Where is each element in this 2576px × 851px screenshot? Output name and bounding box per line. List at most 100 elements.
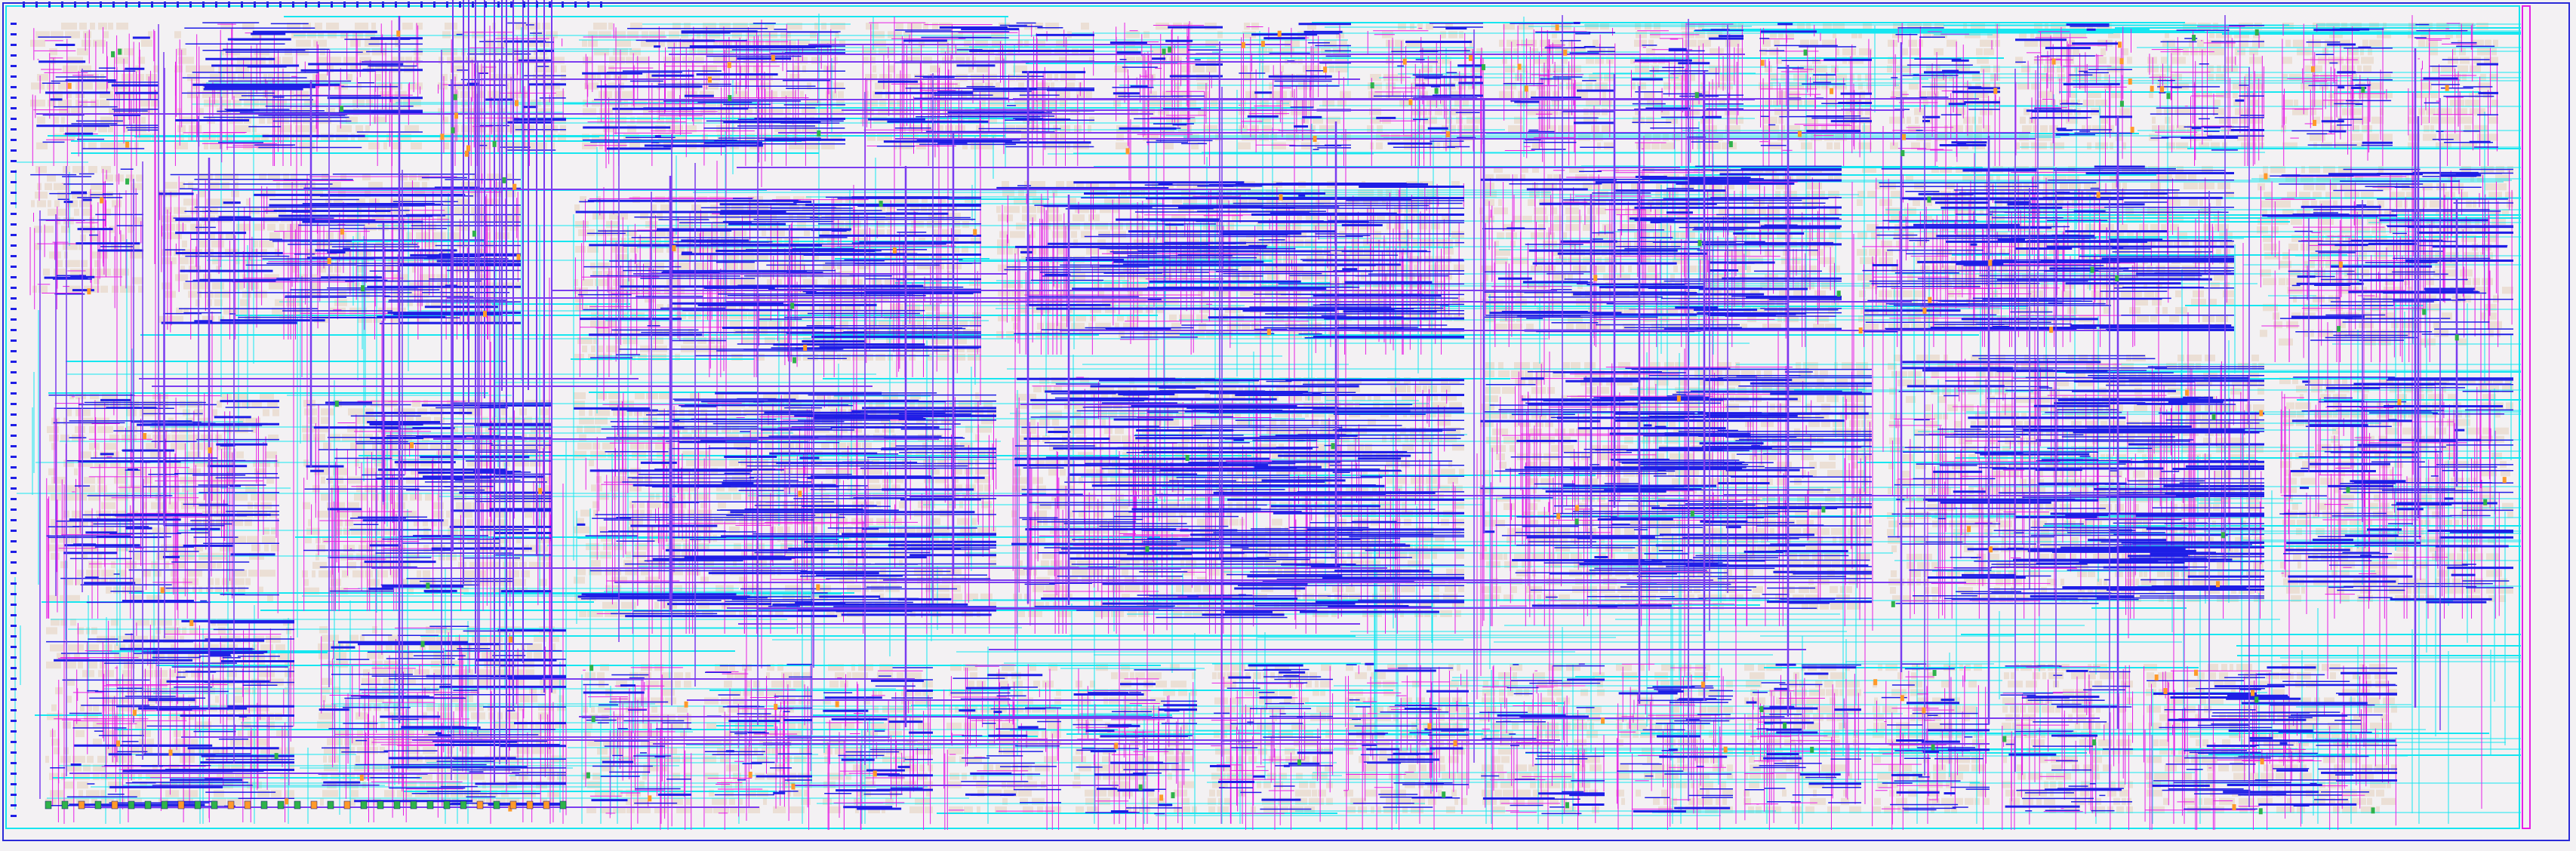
standard-cell	[2174, 82, 2189, 90]
standard-cell	[854, 534, 863, 542]
standard-cell	[1857, 191, 1865, 198]
standard-cell	[1559, 82, 1563, 90]
standard-cell	[2258, 134, 2264, 141]
standard-cell	[2330, 125, 2344, 133]
standard-cell	[2176, 142, 2188, 149]
standard-cell	[1262, 125, 1272, 133]
standard-cell	[1540, 125, 1556, 133]
standard-cell	[900, 125, 906, 133]
standard-cell	[162, 249, 172, 257]
standard-cell	[1220, 386, 1236, 393]
standard-cell	[114, 116, 125, 124]
standard-cell	[1614, 166, 1619, 173]
standard-cell	[1374, 394, 1380, 401]
standard-cell	[1339, 214, 1348, 222]
standard-cell	[331, 579, 341, 586]
standard-cell	[252, 125, 257, 133]
standard-cell	[72, 510, 82, 518]
standard-cell	[2071, 91, 2077, 98]
standard-cell	[214, 290, 230, 298]
standard-cell	[685, 91, 697, 98]
standard-cell	[2040, 125, 2048, 133]
standard-cell	[1773, 100, 1785, 107]
standard-cell	[2131, 266, 2144, 272]
standard-cell	[1679, 65, 1682, 72]
standard-cell	[189, 493, 193, 501]
standard-cell	[800, 484, 810, 492]
standard-cell	[743, 409, 757, 416]
standard-cell	[1648, 249, 1659, 256]
standard-cell	[296, 39, 311, 47]
standard-cell	[1583, 116, 1597, 124]
standard-cell	[1245, 386, 1258, 393]
standard-cell	[2310, 134, 2325, 141]
standard-cell	[2216, 315, 2228, 322]
standard-cell	[1265, 264, 1277, 272]
standard-cell	[733, 560, 737, 567]
standard-cell	[497, 519, 508, 527]
standard-cell	[1828, 174, 1833, 181]
standard-cell	[416, 442, 428, 450]
standard-cell	[230, 536, 246, 543]
standard-cell	[869, 57, 876, 64]
standard-cell	[1996, 174, 2000, 181]
standard-cell	[1211, 419, 1217, 426]
standard-cell	[1583, 183, 1593, 189]
standard-cell	[965, 484, 976, 492]
standard-cell	[757, 134, 771, 141]
standard-cell	[1833, 31, 1836, 38]
standard-cell	[2171, 57, 2186, 64]
standard-cell	[1554, 216, 1562, 223]
standard-cell	[909, 82, 919, 90]
standard-cell	[1862, 282, 1878, 289]
standard-cell	[1354, 289, 1368, 296]
standard-cell	[745, 601, 760, 609]
standard-cell	[389, 82, 402, 90]
standard-cell	[2254, 23, 2262, 30]
standard-cell	[352, 31, 363, 38]
standard-cell	[1313, 65, 1321, 72]
standard-cell	[1164, 419, 1179, 426]
standard-cell	[1499, 39, 1504, 47]
standard-cell	[1976, 174, 1985, 181]
standard-cell	[85, 510, 92, 518]
standard-cell	[1436, 65, 1440, 72]
standard-cell	[972, 57, 976, 64]
standard-cell	[176, 443, 186, 450]
standard-cell	[432, 232, 446, 239]
standard-cell	[1741, 324, 1747, 330]
standard-cell	[1647, 100, 1662, 107]
standard-cell	[51, 527, 56, 535]
standard-cell	[535, 416, 549, 424]
standard-cell	[1335, 57, 1348, 64]
standard-cell	[615, 116, 626, 124]
standard-cell	[1037, 322, 1044, 330]
standard-cell	[423, 570, 430, 578]
standard-cell	[1800, 65, 1812, 72]
standard-cell	[101, 570, 115, 577]
standard-cell	[1027, 394, 1036, 401]
standard-cell	[975, 468, 989, 475]
standard-cell	[910, 204, 919, 211]
standard-cell	[354, 493, 368, 501]
standard-cell	[1971, 23, 1985, 30]
standard-cell	[405, 125, 419, 133]
standard-cell	[493, 536, 509, 544]
standard-cell	[1408, 198, 1419, 205]
standard-cell	[783, 442, 794, 450]
standard-cell	[231, 519, 243, 527]
standard-cell	[2404, 278, 2410, 285]
standard-cell	[940, 296, 951, 303]
standard-cell	[1923, 23, 1931, 30]
standard-cell	[1980, 65, 1990, 72]
standard-cell	[245, 417, 260, 425]
standard-cell	[1597, 307, 1602, 314]
standard-cell	[646, 392, 658, 400]
standard-cell	[2485, 183, 2496, 191]
standard-cell	[430, 442, 444, 450]
standard-cell	[395, 39, 400, 47]
standard-cell	[943, 108, 952, 115]
standard-cell	[989, 459, 994, 466]
